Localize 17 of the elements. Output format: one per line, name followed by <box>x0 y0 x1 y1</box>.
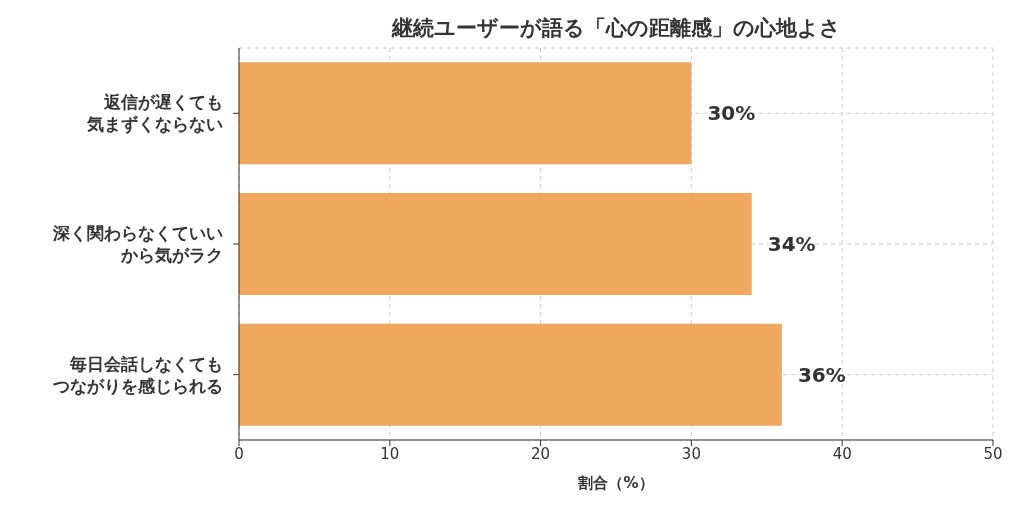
x-tick-label: 20 <box>531 444 551 463</box>
data-label: 30% <box>707 101 756 126</box>
x-tick-label: 40 <box>832 444 852 463</box>
x-tick-label: 0 <box>234 444 244 463</box>
data-label: 36% <box>797 362 846 387</box>
x-tick-label: 10 <box>380 444 400 463</box>
bar <box>239 62 692 165</box>
x-axis-title: 割合（%） <box>577 474 654 492</box>
y-tick-label: 返信が遅くても気まずくならない <box>86 92 223 135</box>
x-tick-label: 30 <box>681 444 701 463</box>
bar <box>239 193 752 296</box>
chart-title: 継続ユーザーが語る「心の距離感」の心地よさ <box>390 15 842 42</box>
y-tick-label: 深く関わらなくていいから気がラク <box>52 223 223 265</box>
y-tick-label: 毎日会話しなくてもつながりを感じられる <box>52 353 223 396</box>
data-label: 34% <box>767 232 816 257</box>
bar <box>239 323 782 426</box>
x-tick-label: 50 <box>983 444 1003 463</box>
